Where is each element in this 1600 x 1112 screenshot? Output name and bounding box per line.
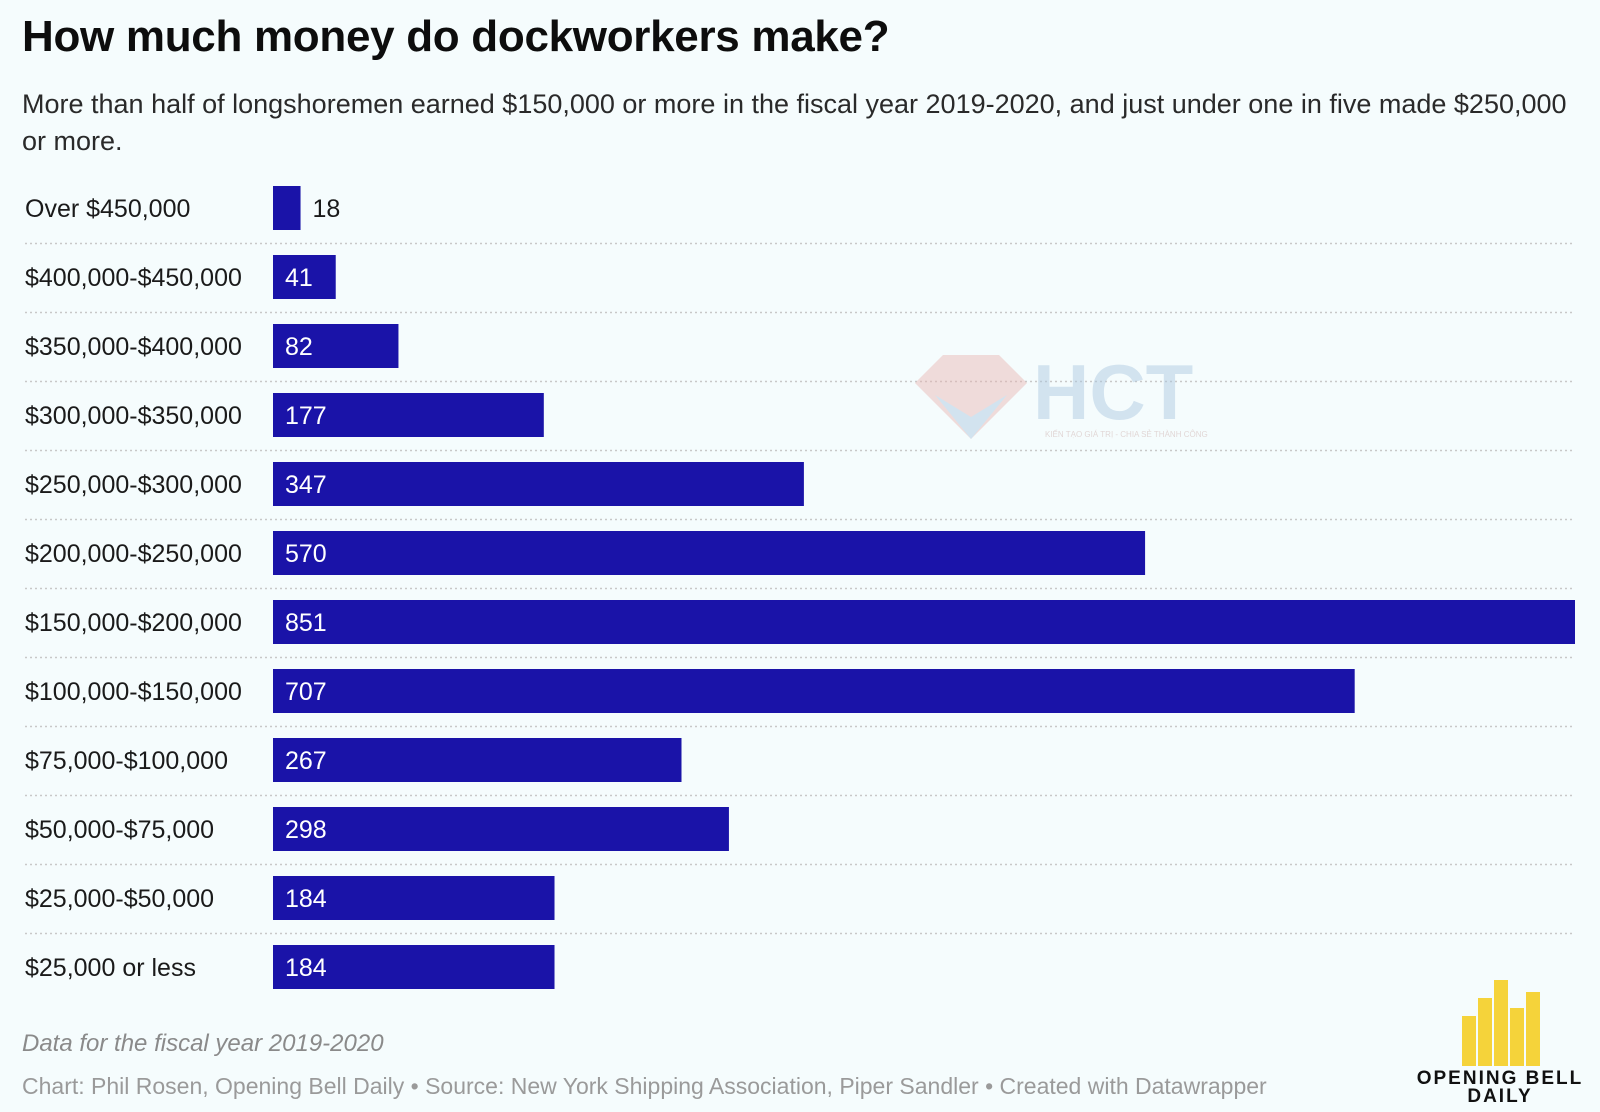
data-note: Data for the fiscal year 2019-2020	[22, 1030, 384, 1057]
watermark-tagline: KIẾN TẠO GIÁ TRỊ - CHIA SẺ THÀNH CÔNG	[1045, 429, 1208, 439]
category-label: $200,000-$250,000	[25, 540, 242, 568]
brand-name-line2: DAILY	[1467, 1086, 1533, 1107]
bar	[273, 186, 301, 230]
value-label: 267	[285, 747, 327, 775]
category-label: $25,000-$50,000	[25, 885, 214, 913]
bar	[273, 324, 399, 368]
category-label: Over $450,000	[25, 195, 190, 223]
category-label: $25,000 or less	[25, 954, 196, 982]
brand-name-line1: OPENING BELL	[1416, 1068, 1584, 1089]
category-label: $100,000-$150,000	[25, 678, 242, 706]
bar	[273, 600, 1575, 644]
chart-subtitle: More than half of longshoremen earned $1…	[22, 89, 1567, 156]
category-label: $75,000-$100,000	[25, 747, 228, 775]
value-label: 298	[285, 816, 327, 844]
chart-title: How much money do dockworkers make?	[22, 12, 890, 61]
value-label: 184	[285, 885, 327, 913]
watermark-diamond-lower-icon	[935, 395, 1007, 439]
source-credit: Chart: Phil Rosen, Opening Bell Daily • …	[22, 1073, 1267, 1099]
value-label: 184	[285, 954, 327, 982]
bar	[273, 393, 544, 437]
bar-chart-logo-icon	[1462, 980, 1540, 1066]
value-label: 851	[285, 609, 327, 637]
watermark-text: HCT	[1033, 355, 1193, 436]
opening-bell-brand: OPENING BELL DAILY	[1410, 978, 1590, 1108]
watermark-logo: HCT KIẾN TẠO GIÁ TRỊ - CHIA SẺ THÀNH CÔN…	[915, 355, 1208, 439]
value-label: 177	[285, 402, 327, 430]
value-label: 570	[285, 540, 327, 568]
bar	[273, 531, 1146, 575]
category-label: $400,000-$450,000	[25, 264, 242, 292]
bar	[273, 945, 555, 989]
value-label: 347	[285, 471, 327, 499]
category-label: $300,000-$350,000	[25, 402, 242, 430]
bar	[273, 669, 1355, 713]
bar	[273, 255, 336, 299]
bar	[273, 462, 804, 506]
category-label: $250,000-$300,000	[25, 471, 242, 499]
category-label: $350,000-$400,000	[25, 333, 242, 361]
value-label: 18	[313, 195, 341, 223]
brand-name: OPENING BELL DAILY	[1410, 1068, 1590, 1107]
value-label: 82	[285, 333, 313, 361]
bar	[273, 807, 729, 851]
watermark-diamond-icon	[915, 355, 1027, 439]
bar	[273, 738, 682, 782]
value-label: 41	[285, 264, 313, 292]
value-label: 707	[285, 678, 327, 706]
category-label: $50,000-$75,000	[25, 816, 214, 844]
bar	[273, 876, 555, 920]
category-label: $150,000-$200,000	[25, 609, 242, 637]
